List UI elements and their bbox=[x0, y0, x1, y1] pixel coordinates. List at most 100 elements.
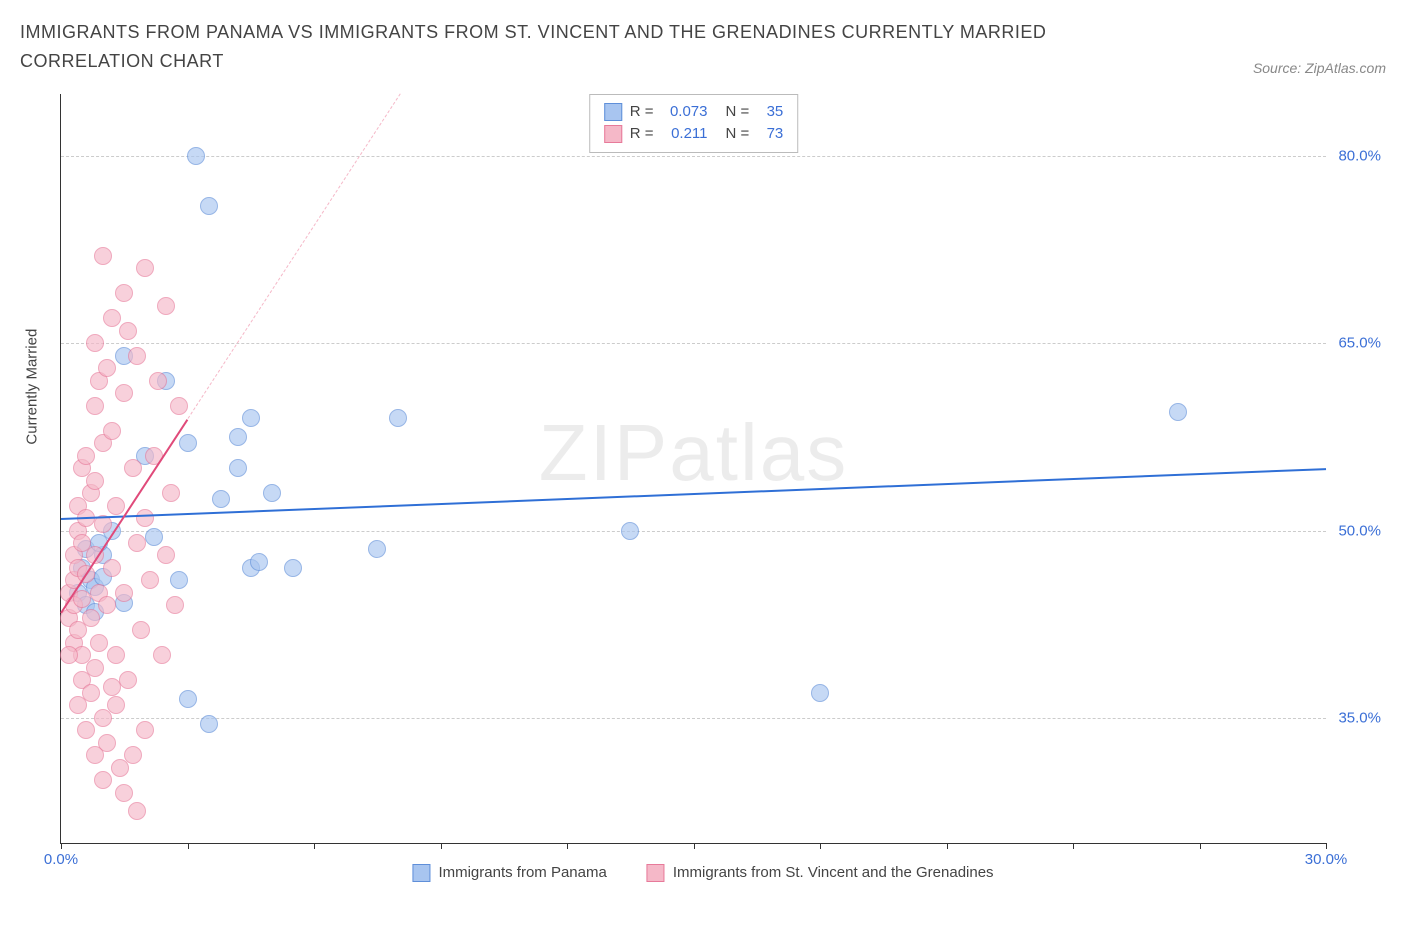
data-point-panama bbox=[187, 147, 205, 165]
data-point-stvincent bbox=[82, 609, 100, 627]
stats-legend: R =0.073N =35R =0.211N =73 bbox=[589, 94, 799, 153]
x-tick-mark bbox=[314, 843, 315, 849]
data-point-panama bbox=[145, 528, 163, 546]
data-point-panama bbox=[179, 434, 197, 452]
data-point-stvincent bbox=[103, 422, 121, 440]
data-point-panama bbox=[1169, 403, 1187, 421]
x-tick-mark bbox=[188, 843, 189, 849]
data-point-stvincent bbox=[128, 802, 146, 820]
r-label: R = bbox=[630, 123, 654, 146]
data-point-panama bbox=[621, 522, 639, 540]
data-point-stvincent bbox=[86, 334, 104, 352]
data-point-stvincent bbox=[157, 297, 175, 315]
data-point-stvincent bbox=[115, 384, 133, 402]
chart-container: Currently Married ZIPatlas R = 0.073 N = 35… bbox=[20, 94, 1386, 894]
data-point-stvincent bbox=[124, 459, 142, 477]
data-point-stvincent bbox=[77, 721, 95, 739]
x-tick-mark bbox=[441, 843, 442, 849]
data-point-panama bbox=[212, 490, 230, 508]
chart-title: IMMIGRANTS FROM PANAMA VS IMMIGRANTS FRO… bbox=[20, 18, 1120, 76]
y-tick-label: 65.0% bbox=[1338, 335, 1381, 352]
data-point-stvincent bbox=[94, 771, 112, 789]
n-label: N = bbox=[726, 123, 750, 146]
swatch-icon bbox=[604, 125, 622, 143]
data-point-stvincent bbox=[153, 646, 171, 664]
data-point-panama bbox=[284, 559, 302, 577]
x-tick-label: 0.0% bbox=[44, 851, 78, 868]
stats-row-panama: R =0.073N =35 bbox=[604, 101, 784, 124]
data-point-stvincent bbox=[90, 634, 108, 652]
data-point-stvincent bbox=[149, 372, 167, 390]
gridline-h bbox=[61, 718, 1326, 719]
x-tick-mark bbox=[1200, 843, 1201, 849]
data-point-stvincent bbox=[136, 721, 154, 739]
data-point-stvincent bbox=[73, 590, 91, 608]
r-label: R = bbox=[630, 101, 654, 124]
regression-line bbox=[187, 94, 400, 419]
data-point-stvincent bbox=[166, 596, 184, 614]
data-point-stvincent bbox=[86, 746, 104, 764]
gridline-h bbox=[61, 156, 1326, 157]
data-point-panama bbox=[170, 571, 188, 589]
legend-label: Immigrants from St. Vincent and the Gren… bbox=[673, 864, 994, 881]
series-legend: Immigrants from Panama Immigrants from St… bbox=[412, 864, 993, 882]
data-point-panama bbox=[368, 540, 386, 558]
data-point-stvincent bbox=[103, 678, 121, 696]
data-point-stvincent bbox=[107, 497, 125, 515]
data-point-stvincent bbox=[141, 571, 159, 589]
data-point-stvincent bbox=[128, 347, 146, 365]
data-point-stvincent bbox=[69, 696, 87, 714]
data-point-stvincent bbox=[115, 284, 133, 302]
data-point-stvincent bbox=[77, 447, 95, 465]
swatch-icon bbox=[647, 864, 665, 882]
data-point-stvincent bbox=[115, 584, 133, 602]
data-point-stvincent bbox=[128, 534, 146, 552]
data-point-stvincent bbox=[115, 784, 133, 802]
x-tick-mark bbox=[1073, 843, 1074, 849]
y-tick-label: 80.0% bbox=[1338, 148, 1381, 165]
regression-line bbox=[61, 468, 1326, 520]
legend-label: Immigrants from Panama bbox=[438, 864, 606, 881]
data-point-stvincent bbox=[60, 646, 78, 664]
source-label: Source: ZipAtlas.com bbox=[1253, 60, 1386, 76]
data-point-panama bbox=[389, 409, 407, 427]
data-point-stvincent bbox=[119, 671, 137, 689]
data-point-stvincent bbox=[86, 659, 104, 677]
data-point-stvincent bbox=[124, 746, 142, 764]
gridline-h bbox=[61, 343, 1326, 344]
n-value: 35 bbox=[757, 101, 783, 124]
data-point-panama bbox=[229, 459, 247, 477]
data-point-panama bbox=[229, 428, 247, 446]
watermark: ZIPatlas bbox=[539, 407, 848, 499]
data-point-stvincent bbox=[119, 322, 137, 340]
data-point-stvincent bbox=[170, 397, 188, 415]
x-tick-mark bbox=[694, 843, 695, 849]
data-point-panama bbox=[200, 197, 218, 215]
x-tick-mark bbox=[1326, 843, 1327, 849]
data-point-stvincent bbox=[103, 559, 121, 577]
data-point-panama bbox=[811, 684, 829, 702]
swatch-icon bbox=[412, 864, 430, 882]
r-value: 0.073 bbox=[662, 101, 708, 124]
y-tick-label: 50.0% bbox=[1338, 522, 1381, 539]
r-value: 0.211 bbox=[662, 123, 708, 146]
data-point-stvincent bbox=[103, 309, 121, 327]
data-point-stvincent bbox=[136, 259, 154, 277]
data-point-stvincent bbox=[98, 596, 116, 614]
data-point-stvincent bbox=[98, 359, 116, 377]
data-point-stvincent bbox=[107, 696, 125, 714]
data-point-stvincent bbox=[157, 546, 175, 564]
x-tick-mark bbox=[820, 843, 821, 849]
x-tick-mark bbox=[567, 843, 568, 849]
legend-item-stvincent: Immigrants from St. Vincent and the Gren… bbox=[647, 864, 994, 882]
legend-item-panama: Immigrants from Panama bbox=[412, 864, 606, 882]
plot-area: ZIPatlas R =0.073N =35R =0.211N =73 35.0… bbox=[60, 94, 1326, 844]
gridline-h bbox=[61, 531, 1326, 532]
y-tick-label: 35.0% bbox=[1338, 709, 1381, 726]
data-point-panama bbox=[263, 484, 281, 502]
n-value: 73 bbox=[757, 123, 783, 146]
y-axis-title: Currently Married bbox=[24, 328, 41, 444]
data-point-panama bbox=[179, 690, 197, 708]
swatch-icon bbox=[604, 103, 622, 121]
data-point-panama bbox=[250, 553, 268, 571]
